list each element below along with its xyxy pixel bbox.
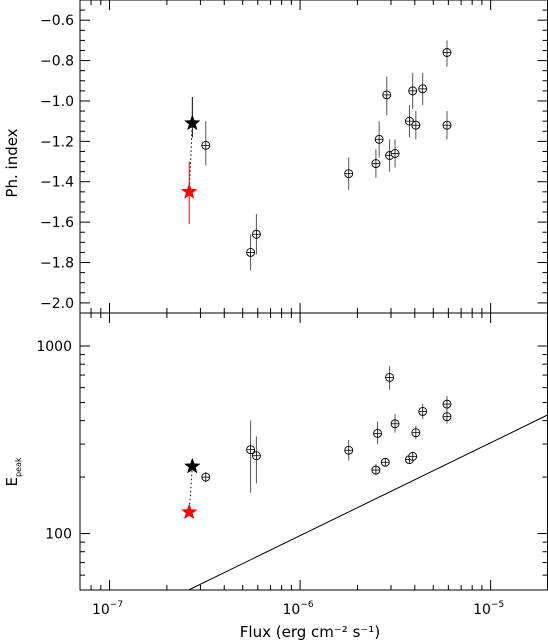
- photon-index-panel: −2.0 −1.8 −1.6 −1.4 −1.2 −1.0 −0.8 −0.6: [40, 0, 548, 314]
- black-star-marker: [184, 114, 201, 131]
- y-tick-label: −0.6: [40, 13, 74, 29]
- y-tick-label: −1.4: [40, 175, 74, 191]
- black-star-marker: [184, 457, 201, 474]
- x-axis-label: Flux (erg cm⁻² s⁻¹): [240, 623, 380, 641]
- x-tick-label: 10−6: [283, 600, 314, 618]
- y-tick-label: −0.8: [40, 54, 74, 70]
- top-y-axis-label: Ph. index: [3, 128, 21, 197]
- red-star-marker: [180, 183, 198, 199]
- epeak-panel: 100 1000 10−7 10−6 10−5: [36, 312, 548, 618]
- y-tick-label: −1.0: [40, 94, 74, 110]
- bottom-y-axis-label-sub: peak: [14, 457, 23, 477]
- bottom-y-axis-label: Epeak: [3, 457, 23, 486]
- y-tick-label: −2.0: [40, 296, 74, 312]
- plot-frame: [79, 0, 548, 314]
- y-tick-label: −1.6: [40, 215, 74, 231]
- x-tick-label: 10−7: [92, 600, 123, 618]
- y-tick-label: 100: [45, 527, 72, 543]
- plot-frame: [79, 312, 548, 591]
- reference-line: [188, 414, 548, 591]
- y-tick-label: 1000: [36, 339, 72, 355]
- y-tick-label: −1.2: [40, 134, 74, 150]
- red-star-marker: [180, 503, 198, 520]
- bottom-y-axis-label-main: E: [3, 477, 21, 486]
- y-tick-label: −1.8: [40, 256, 74, 272]
- x-tick-label: 10−5: [473, 600, 504, 618]
- star-connector: [188, 123, 193, 192]
